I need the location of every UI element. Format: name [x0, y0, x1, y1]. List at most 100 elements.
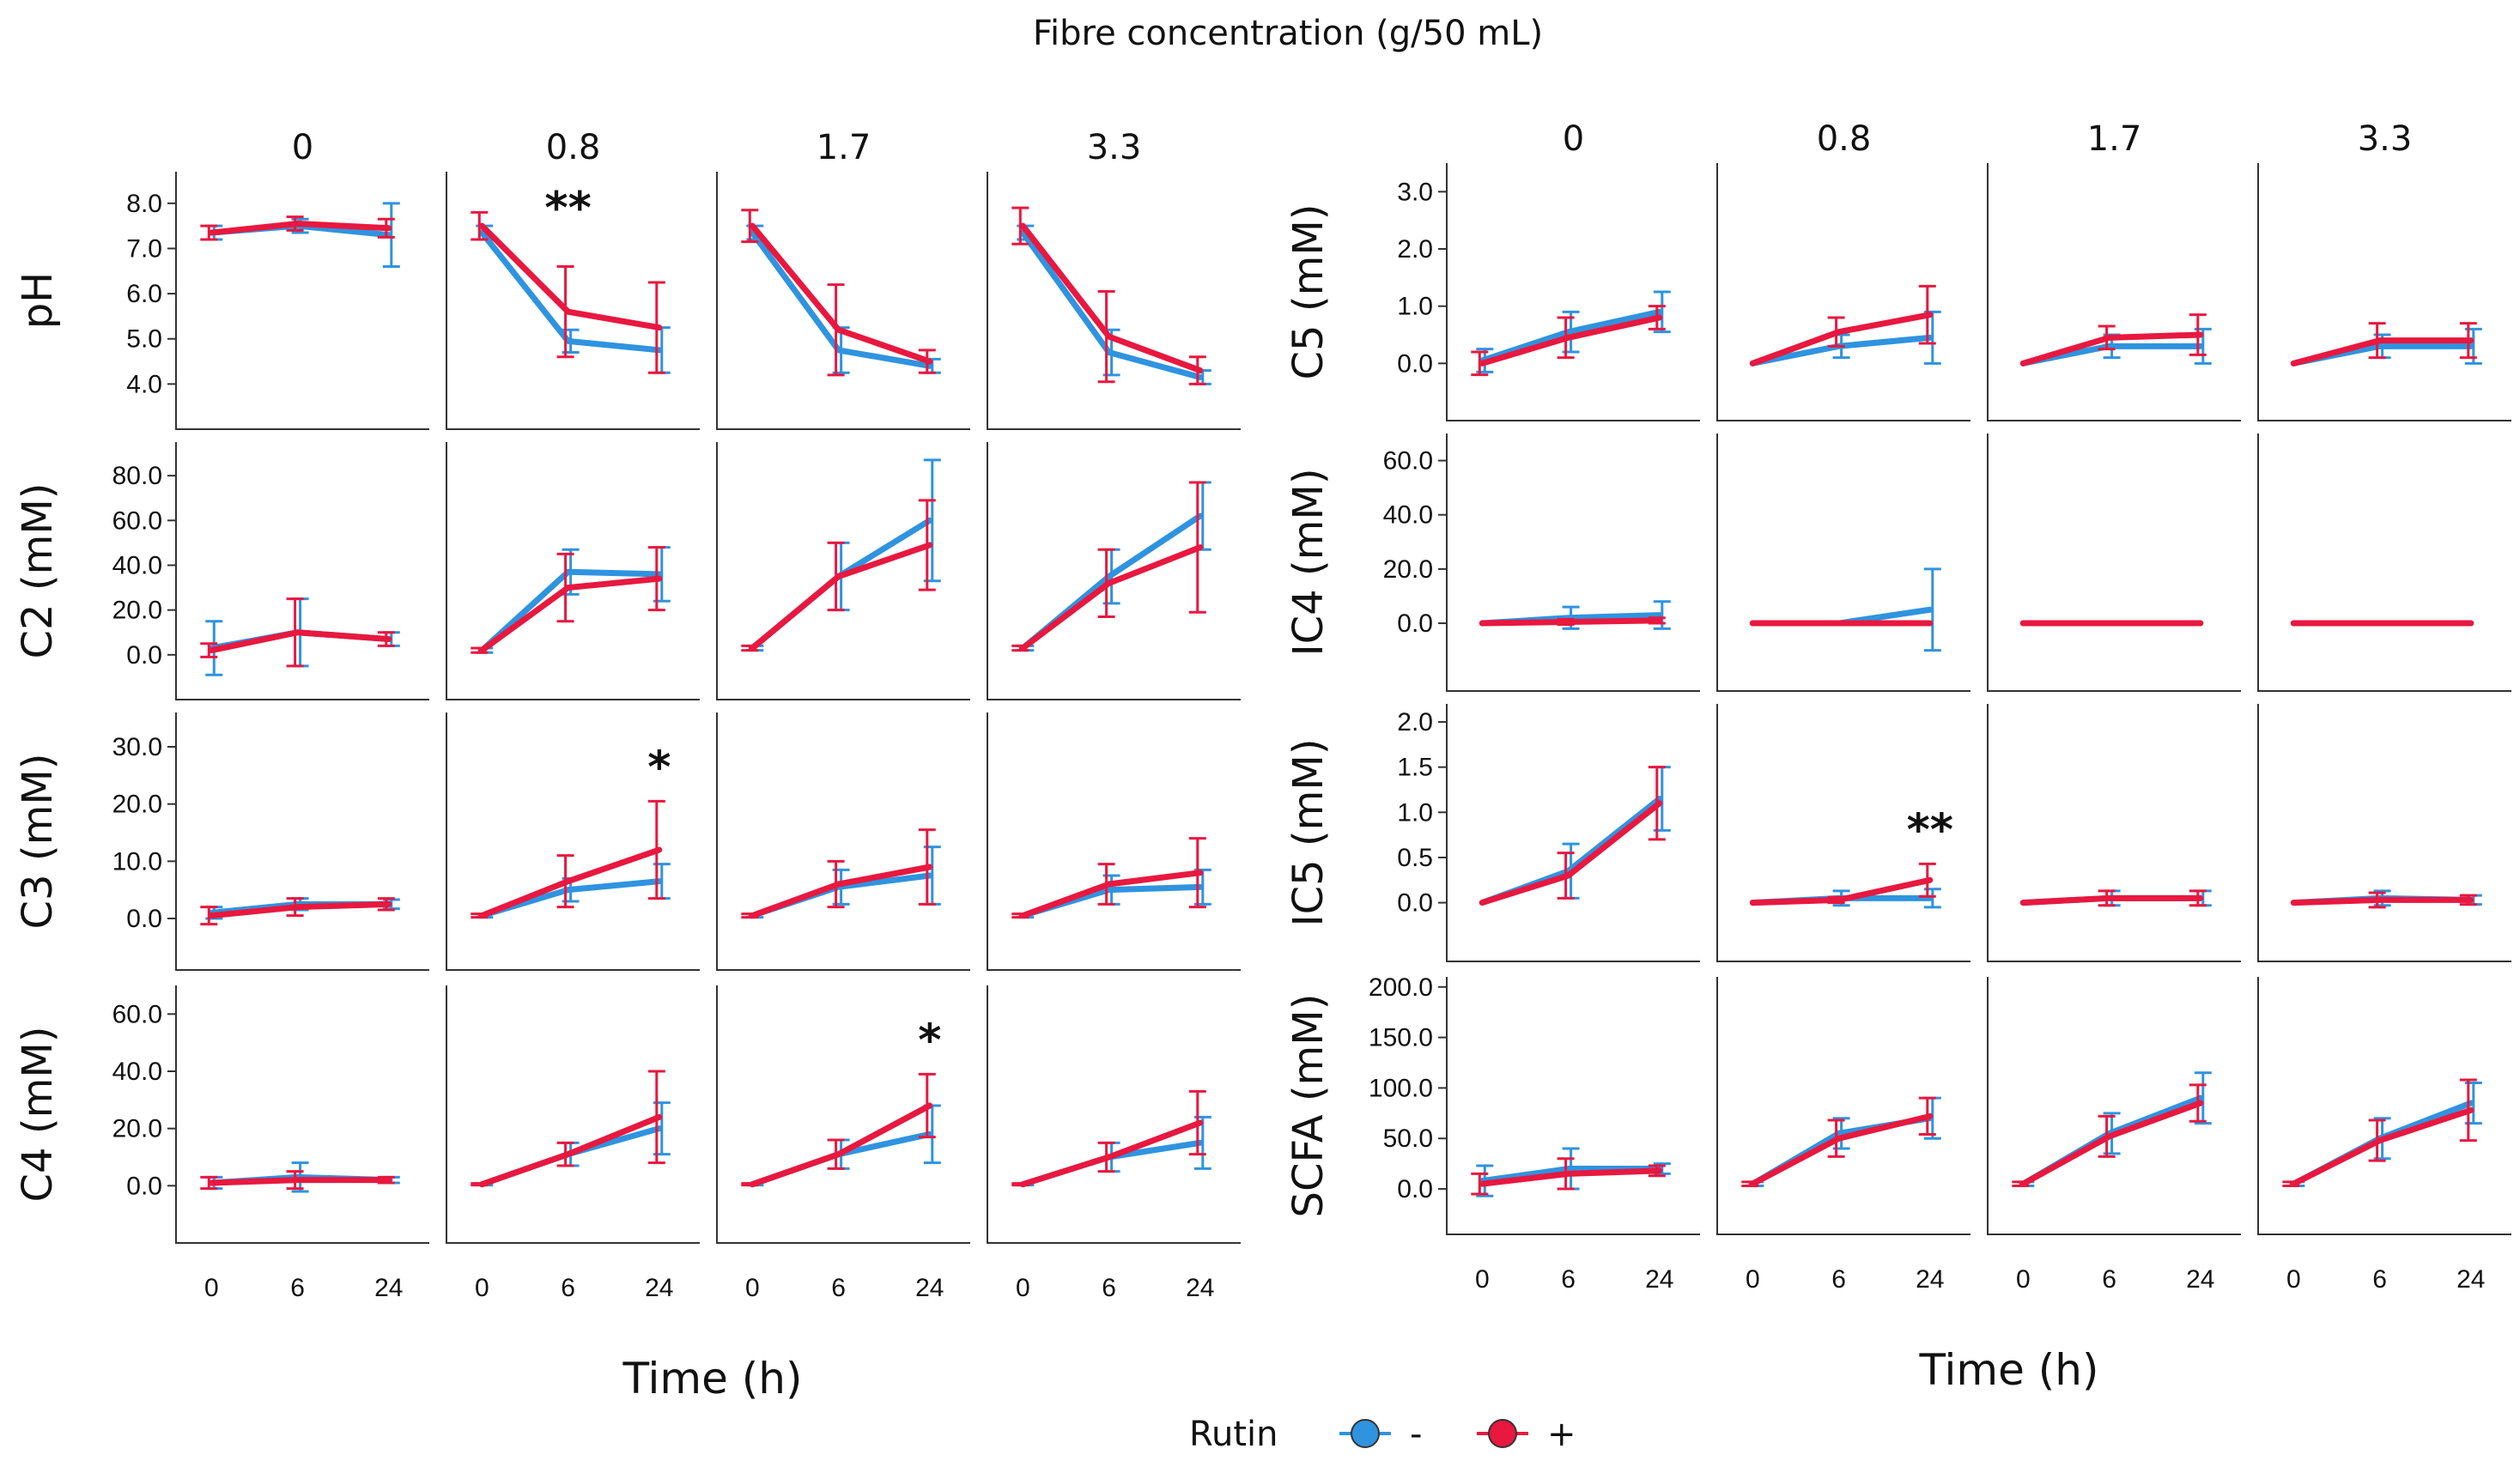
- series-line-0-3-1-rutin-plus: [478, 1113, 663, 1188]
- series-line-1-3-3-rutin-plus: [2290, 1106, 2474, 1187]
- xtick-label-0-0-0: 0: [204, 1274, 219, 1302]
- ytick-label-1-0-3: 3.0: [1397, 178, 1433, 206]
- panel-axis-0-2-3: [987, 712, 1241, 971]
- fibre-label-0-3: 3.3: [1087, 128, 1142, 167]
- series-line-1-2-3-rutin-plus: [2290, 896, 2474, 906]
- ylabel-0-2: C3 (mM): [14, 754, 62, 930]
- panel-axis-0-2-2: [716, 712, 970, 971]
- panel-axis-1-1-3: [2257, 433, 2511, 692]
- significance-0-2-1: *: [647, 742, 671, 793]
- series-line-1-0-1-rutin-plus: [1749, 312, 1934, 367]
- series-line-0-0-1-rutin-plus: [478, 222, 663, 331]
- panel-axis-0-0-0: [175, 172, 429, 430]
- panel-axis-0-0-1: [446, 172, 700, 430]
- ytick-label-1-3-4: 200.0: [1369, 973, 1433, 1002]
- panel-axis-1-2-3: [2257, 704, 2511, 962]
- ytick-label-1-2-1: 0.5: [1397, 844, 1433, 872]
- ytick-label-0-3-0: 0.0: [126, 1172, 162, 1200]
- ytick-label-0-0-4: 8.0: [126, 190, 162, 218]
- xtick-label-1-2-0: 0: [2016, 1265, 2031, 1294]
- xtick-label-1-1-1: 6: [1831, 1265, 1846, 1294]
- series-line-1-0-0-rutin-minus: [1479, 308, 1663, 364]
- xlabel-1: Time (h): [1919, 1345, 2099, 1395]
- ylabel-1-3: SCFA (mM): [1284, 994, 1333, 1218]
- ytick-label-1-0-0: 0.0: [1397, 349, 1433, 378]
- panel-axis-1-3-1: [1716, 977, 1970, 1235]
- xtick-label-0-1-1: 6: [561, 1274, 575, 1302]
- ytick-label-0-3-2: 40.0: [112, 1058, 162, 1086]
- xtick-label-1-3-2: 24: [2456, 1265, 2485, 1294]
- panel-axis-0-1-0: [175, 442, 429, 700]
- ytick-label-1-2-3: 1.5: [1397, 754, 1433, 782]
- series-line-0-3-2-rutin-plus: [749, 1102, 933, 1188]
- series-line-0-3-3-rutin-plus: [1019, 1119, 1204, 1188]
- panel-axis-0-2-1: [446, 712, 700, 971]
- xlabel-0: Time (h): [622, 1354, 803, 1403]
- series-line-1-2-2-rutin-plus: [2019, 894, 2204, 906]
- ylabel-0-0: pH: [14, 272, 62, 330]
- ytick-label-0-0-2: 6.0: [126, 280, 162, 308]
- series-line-0-0-1-rutin-minus: [478, 229, 663, 354]
- ytick-label-1-3-2: 100.0: [1369, 1074, 1433, 1102]
- xtick-label-0-1-0: 0: [475, 1274, 489, 1302]
- panel-axis-1-1-2: [1987, 433, 2241, 692]
- panel-axis-0-1-2: [716, 442, 970, 700]
- series-line-1-2-1-rutin-plus: [1749, 876, 1934, 906]
- significance-1-2-1: **: [1907, 804, 1953, 856]
- panel-axis-1-3-3: [2257, 977, 2511, 1235]
- ytick-label-0-2-3: 30.0: [112, 733, 162, 761]
- xtick-label-0-3-0: 0: [1016, 1274, 1030, 1302]
- xtick-label-1-0-1: 6: [1561, 1265, 1576, 1294]
- ytick-label-1-0-1: 1.0: [1397, 293, 1433, 321]
- fibre-label-1-2: 1.7: [2087, 119, 2142, 159]
- ytick-label-0-0-1: 5.0: [126, 325, 162, 354]
- ytick-label-1-0-2: 2.0: [1397, 235, 1433, 264]
- ytick-label-1-1-2: 40.0: [1383, 501, 1433, 530]
- ytick-label-1-3-1: 50.0: [1383, 1124, 1433, 1153]
- panel-axis-0-3-3: [987, 985, 1241, 1244]
- series-line-1-0-2-rutin-plus: [2019, 331, 2204, 367]
- series-line-1-2-0-rutin-plus: [1479, 800, 1663, 906]
- ytick-label-0-1-0: 0.0: [126, 641, 162, 670]
- panel-axis-1-3-0: [1446, 977, 1700, 1235]
- series-line-0-2-0-rutin-plus: [208, 900, 392, 919]
- ytick-label-0-2-2: 20.0: [112, 791, 162, 819]
- series-line-0-1-2-rutin-plus: [749, 542, 933, 652]
- series-line-1-3-0-rutin-minus: [1479, 1166, 1663, 1185]
- ytick-label-1-1-0: 0.0: [1397, 609, 1433, 638]
- panel-axis-0-0-2: [716, 172, 970, 430]
- fibre-label-0-1: 0.8: [546, 128, 601, 167]
- chart-title: Fibre concentration (g/50 mL): [1033, 14, 1543, 53]
- panel-axis-0-0-3: [987, 172, 1241, 430]
- xtick-label-1-3-1: 6: [2372, 1265, 2387, 1294]
- panel-axis-0-3-1: [446, 985, 700, 1244]
- xtick-label-1-2-2: 24: [2186, 1265, 2214, 1294]
- series-line-0-2-3-rutin-plus: [1019, 870, 1204, 919]
- series-line-1-3-1-rutin-plus: [1749, 1112, 1934, 1187]
- series-line-0-0-3-rutin-minus: [1019, 229, 1204, 380]
- ytick-label-0-0-0: 4.0: [126, 370, 162, 398]
- xtick-label-0-0-2: 24: [374, 1274, 403, 1302]
- panel-axis-0-3-2: [716, 985, 970, 1244]
- ytick-label-0-1-4: 80.0: [112, 462, 162, 490]
- series-line-0-1-0-rutin-plus: [208, 629, 392, 654]
- ytick-label-1-3-0: 0.0: [1397, 1175, 1433, 1203]
- ytick-label-0-2-1: 10.0: [112, 847, 162, 876]
- xtick-label-1-0-2: 24: [1645, 1265, 1673, 1294]
- ytick-label-0-2-0: 0.0: [126, 905, 162, 933]
- fibre-label-1-0: 0: [1563, 119, 1584, 159]
- panel-axis-0-1-1: [446, 442, 700, 700]
- fibre-label-1-3: 3.3: [2358, 119, 2413, 159]
- ytick-label-1-2-4: 2.0: [1397, 708, 1433, 737]
- legend: Rutin - +: [1189, 1415, 1576, 1454]
- xtick-label-0-2-2: 24: [915, 1274, 944, 1302]
- panel-axis-1-0-1: [1716, 163, 1970, 421]
- ytick-label-0-1-3: 60.0: [112, 506, 162, 535]
- ytick-label-1-1-1: 20.0: [1383, 555, 1433, 584]
- xtick-label-1-1-2: 24: [1916, 1265, 1944, 1294]
- series-line-0-0-0-rutin-plus: [208, 221, 392, 236]
- ylabel-0-3: C4 (mM): [14, 1027, 62, 1203]
- ylabel-1-2: IC5 (mM): [1284, 738, 1333, 926]
- panel-axis-0-1-3: [987, 442, 1241, 700]
